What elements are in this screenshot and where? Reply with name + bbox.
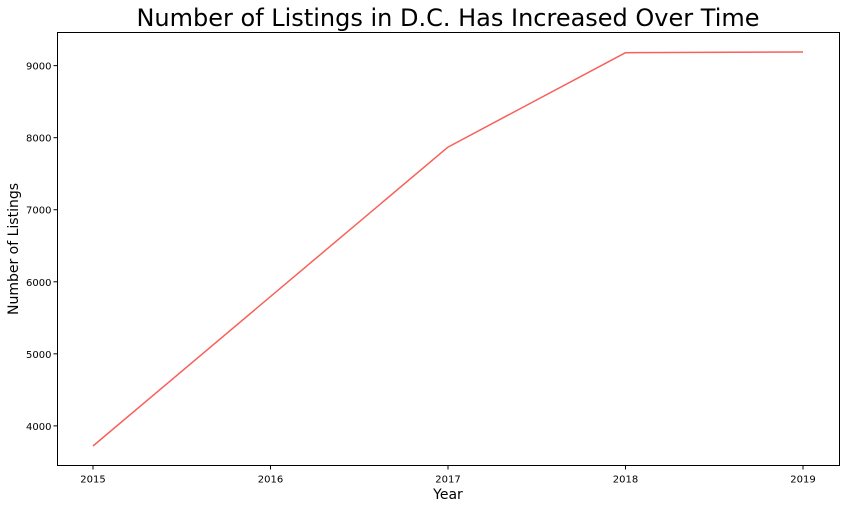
y-axis: 4000 5000 6000 7000 8000 9000 <box>26 62 58 433</box>
x-tick-label: 2018 <box>613 475 638 486</box>
y-axis-label: Number of Listings <box>6 183 22 315</box>
x-axis: 2015 2016 2017 2018 2019 <box>80 465 816 486</box>
y-tick-label: 4000 <box>26 422 51 433</box>
x-tick-label: 2017 <box>435 475 460 486</box>
series-line <box>92 51 804 447</box>
y-tick-label: 7000 <box>26 206 51 217</box>
plot-frame <box>57 32 840 466</box>
x-tick-label: 2019 <box>790 475 815 486</box>
y-tick-label: 6000 <box>26 278 51 289</box>
x-tick-label: 2016 <box>258 475 283 486</box>
x-axis-label: Year <box>432 487 463 503</box>
y-tick-label: 8000 <box>26 134 51 145</box>
chart-title: Number of Listings in D.C. Has Increased… <box>136 4 759 32</box>
y-tick-label: 9000 <box>26 62 51 73</box>
series-layer <box>92 51 804 447</box>
y-tick-label: 5000 <box>26 350 51 361</box>
x-tick-label: 2015 <box>80 475 105 486</box>
